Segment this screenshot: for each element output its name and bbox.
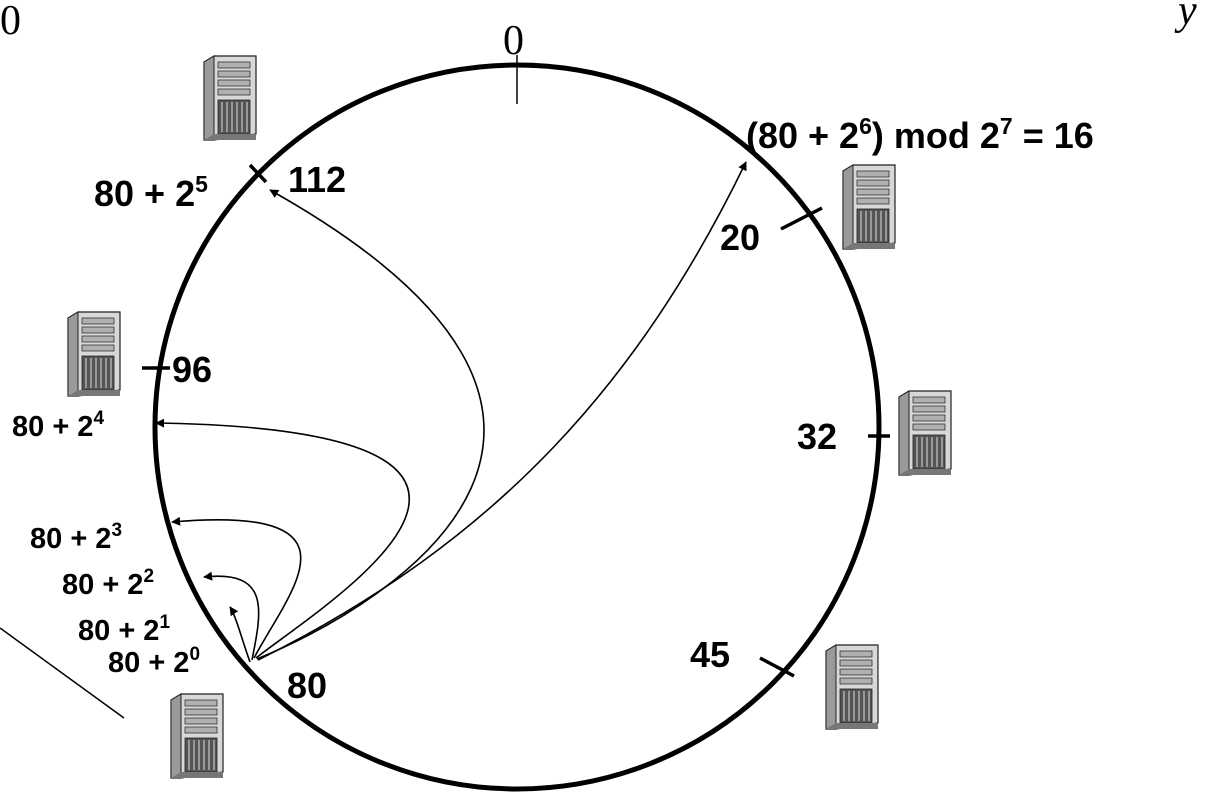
finger-label-2-pow-2: 80 + 22: [62, 566, 154, 601]
node-tick-20: [780, 206, 823, 231]
node-label-96: 96: [172, 349, 212, 390]
finger-label-2-pow-6: (80 + 26) mod 27 = 16: [746, 113, 1094, 156]
identifier-ring: [152, 62, 882, 792]
node-tick-112: [248, 163, 268, 184]
finger-label-2-pow-5: 80 + 25: [94, 171, 208, 214]
node-label-32: 32: [797, 416, 837, 457]
server-icon-node-20: [842, 164, 896, 250]
finger-label-2-pow-3: 80 + 23: [30, 520, 122, 555]
finger-arrow-2-pow-3: [171, 516, 302, 659]
corner-label-left: 0: [0, 0, 21, 44]
server-icon-node-80: [170, 693, 224, 779]
ring-zero-label: 0: [503, 18, 524, 64]
finger-label-2-pow-4: 80 + 24: [12, 408, 104, 443]
finger-arrow-2-pow-4: [155, 418, 411, 659]
server-icon-node-32: [898, 390, 952, 476]
decorative-diagonal-line: [0, 627, 125, 719]
node-tick-45: [759, 656, 795, 678]
finger-arrow-2-pow-1: [229, 606, 251, 663]
finger-arrow-2-pow-6: [257, 161, 747, 661]
finger-label-2-pow-1: 80 + 21: [78, 612, 170, 647]
node-label-20: 20: [720, 217, 760, 258]
server-icon-node-96: [67, 311, 121, 397]
node-label-45: 45: [690, 634, 730, 675]
finger-arrow-2-pow-5: [256, 189, 485, 660]
corner-label-right: y: [1174, 0, 1197, 34]
finger-arrow-2-pow-2: [203, 571, 260, 661]
server-icon-node-45: [825, 644, 879, 730]
finger-label-2-pow-0: 80 + 20: [108, 644, 200, 679]
node-label-80: 80: [287, 665, 327, 706]
server-icon-node-112: [203, 55, 257, 141]
node-label-112: 112: [288, 159, 346, 200]
